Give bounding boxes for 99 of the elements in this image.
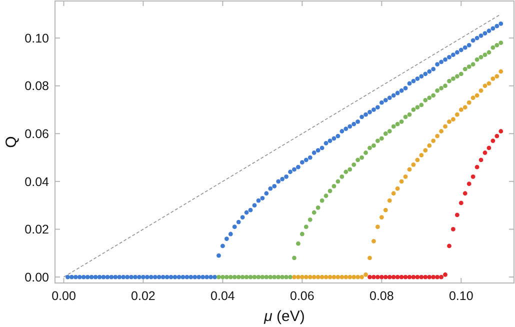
point xyxy=(419,274,424,280)
point xyxy=(435,274,440,280)
point xyxy=(407,274,412,280)
point xyxy=(486,81,492,86)
point xyxy=(447,244,452,248)
point xyxy=(443,124,448,129)
point xyxy=(383,208,388,212)
point xyxy=(431,138,436,144)
point xyxy=(470,174,476,179)
point xyxy=(462,191,468,196)
point xyxy=(336,274,340,280)
point xyxy=(466,100,472,105)
point xyxy=(383,274,388,280)
point xyxy=(454,212,460,218)
point xyxy=(312,274,316,280)
point xyxy=(435,134,440,138)
point xyxy=(399,274,404,280)
point xyxy=(443,272,448,277)
point xyxy=(379,215,384,220)
point xyxy=(482,84,488,88)
point xyxy=(498,129,504,134)
point xyxy=(439,274,444,280)
point xyxy=(427,143,432,148)
point xyxy=(407,167,412,172)
point xyxy=(439,129,444,134)
point xyxy=(391,274,396,280)
x-tick-label: 0.06 xyxy=(290,289,314,303)
point xyxy=(375,224,380,230)
point xyxy=(419,152,424,158)
point xyxy=(415,274,420,280)
point xyxy=(470,96,476,100)
point xyxy=(379,274,384,280)
y-tick-label: 0.04 xyxy=(24,174,50,189)
point xyxy=(478,88,484,93)
point xyxy=(304,274,308,280)
point xyxy=(494,134,500,138)
point xyxy=(316,274,320,280)
x-tick-label: 0.00 xyxy=(52,289,76,303)
point xyxy=(292,274,296,280)
point xyxy=(458,108,464,112)
y-tick-label: 0.00 xyxy=(24,270,50,284)
y-tick-label: 0.10 xyxy=(24,31,50,46)
point xyxy=(368,274,372,280)
point xyxy=(348,274,352,280)
point xyxy=(450,227,456,232)
point xyxy=(411,274,416,280)
point xyxy=(494,74,500,78)
point xyxy=(356,274,360,280)
point xyxy=(490,76,496,81)
point xyxy=(427,274,432,280)
point xyxy=(368,256,372,260)
point xyxy=(478,158,484,162)
point xyxy=(403,174,408,179)
x-tick-label: 0.04 xyxy=(210,289,235,303)
point xyxy=(482,150,488,155)
y-tick-label: 0.06 xyxy=(24,127,50,142)
point xyxy=(300,274,304,280)
point xyxy=(450,117,456,122)
point xyxy=(372,274,376,280)
x-tick-label: 0.02 xyxy=(131,289,156,303)
point xyxy=(372,238,376,244)
point xyxy=(324,274,328,280)
point xyxy=(332,274,336,280)
point xyxy=(454,112,460,117)
point xyxy=(387,198,392,203)
point xyxy=(352,274,356,280)
point xyxy=(320,274,324,280)
point xyxy=(423,148,428,153)
x-axis-title: μ (eV) xyxy=(263,308,305,325)
point xyxy=(415,158,420,162)
point xyxy=(447,119,452,124)
point xyxy=(486,146,492,150)
y-tick-label: 0.02 xyxy=(24,222,50,237)
x-tick-label: 0.08 xyxy=(369,289,394,303)
point xyxy=(423,274,428,280)
point xyxy=(308,274,312,280)
point xyxy=(328,274,332,280)
point xyxy=(474,93,480,98)
y-axis-title: Q xyxy=(3,136,20,148)
point xyxy=(344,274,348,280)
point xyxy=(462,105,468,110)
point xyxy=(395,274,400,280)
point xyxy=(391,191,396,196)
point xyxy=(474,164,480,170)
point xyxy=(458,200,464,206)
point xyxy=(498,69,504,74)
point xyxy=(399,179,404,184)
point xyxy=(360,274,364,280)
point xyxy=(403,274,408,280)
x-tick-label: 0.10 xyxy=(448,289,474,303)
point xyxy=(395,186,400,191)
point xyxy=(364,272,368,277)
point xyxy=(411,162,416,167)
y-tick-label: 0.08 xyxy=(24,79,50,94)
point xyxy=(296,274,300,280)
point xyxy=(387,274,392,280)
point xyxy=(466,182,472,186)
point xyxy=(375,274,380,280)
point xyxy=(490,138,496,144)
